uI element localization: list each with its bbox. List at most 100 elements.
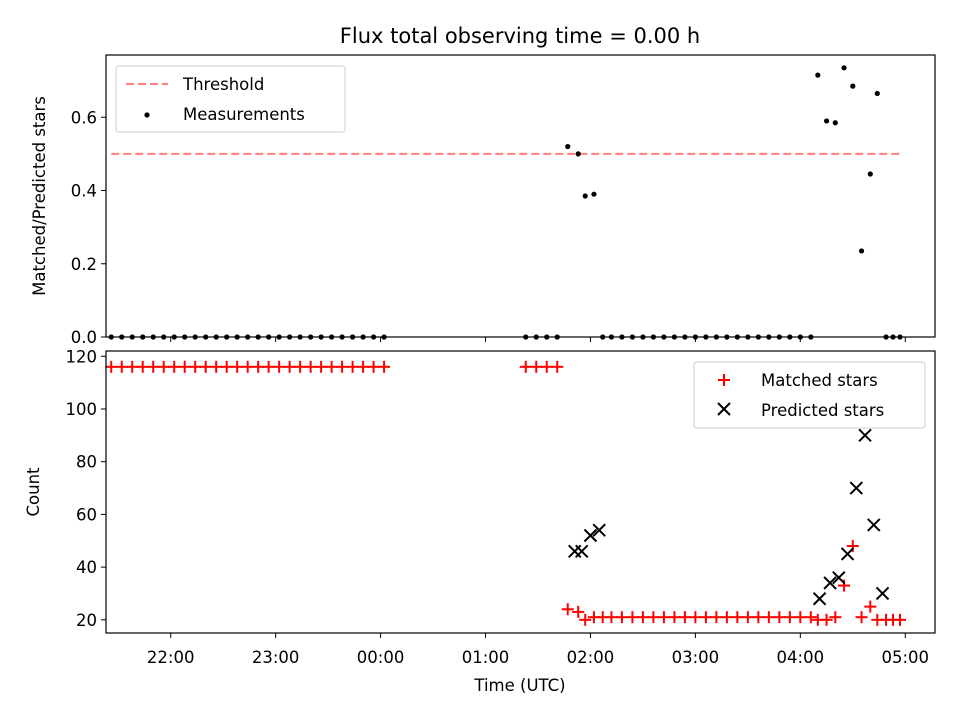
matched-stars-point <box>561 603 574 616</box>
matched-stars-point <box>773 611 786 624</box>
bottom-x-tick-label: 01:00 <box>462 648 510 667</box>
legend-matched-label: Matched stars <box>761 371 878 390</box>
matched-stars-point <box>678 611 691 624</box>
matched-stars-point <box>336 360 349 373</box>
matched-stars-point <box>199 360 212 373</box>
matched-stars-point <box>689 611 702 624</box>
bottom-x-tick-label: 02:00 <box>567 648 615 667</box>
matched-stars-point <box>178 360 191 373</box>
matched-stars-point <box>530 360 543 373</box>
matched-stars-point <box>115 360 128 373</box>
matched-stars-point <box>752 611 765 624</box>
legend-measurements-label: Measurements <box>183 105 305 124</box>
matched-stars-point <box>710 611 723 624</box>
top-axes-frame <box>105 54 936 338</box>
measurement-point <box>850 83 856 89</box>
matched-stars-point <box>605 611 618 624</box>
top-y-tick-label: 0.4 <box>71 182 97 201</box>
bottom-y-tick-label: 20 <box>76 611 97 630</box>
measurement-point <box>591 191 597 197</box>
predicted-stars-point <box>832 570 846 585</box>
top-legend-box <box>115 65 346 133</box>
matched-stars-point <box>136 360 149 373</box>
matched-stars-point <box>346 360 359 373</box>
matched-stars-point <box>615 611 628 624</box>
bottom-x-tick-label: 22:00 <box>147 648 195 667</box>
matched-stars-point <box>315 360 328 373</box>
bottom-y-tick-label: 100 <box>66 400 98 419</box>
measurement-point <box>815 72 821 78</box>
top-y-axis-label: Matched/Predicted stars <box>30 96 49 296</box>
legend-matched-swatch <box>718 374 730 386</box>
legend-predicted-swatch <box>717 402 731 416</box>
matched-stars-point <box>783 611 796 624</box>
predicted-stars-point <box>875 586 890 601</box>
bottom-x-tick-label: 23:00 <box>252 648 300 667</box>
top-panel: 0.0 0.2 0.4 0.6 Matched/Predicted stars Thr… <box>30 54 936 347</box>
matched-stars-point <box>540 360 553 373</box>
matched-stars-point <box>864 600 877 613</box>
matched-stars-point <box>668 611 681 624</box>
matched-stars-point <box>794 611 807 624</box>
predicted-stars-point <box>867 518 881 532</box>
predicted-stars-point <box>849 481 864 495</box>
matched-stars-point <box>829 611 842 624</box>
bottom-legend-box <box>693 361 926 429</box>
matched-stars-point <box>894 613 907 626</box>
top-legend: Threshold Measurements <box>115 65 346 133</box>
bottom-panel: 20 40 60 80 100 120 22:00 23:00 00:00 01:00 02:00… <box>24 347 936 695</box>
matched-stars-point <box>846 540 859 553</box>
top-y-tick-label: 0.2 <box>71 255 97 274</box>
legend-predicted-label: Predicted stars <box>761 401 884 420</box>
bottom-legend: Matched stars Predicted stars <box>693 361 926 429</box>
measurement-point <box>582 193 588 199</box>
matched-stars-point <box>283 360 296 373</box>
predicted-stars-point <box>823 576 837 590</box>
predicted-stars-point <box>592 523 606 537</box>
bottom-y-tick-label: 60 <box>76 505 97 524</box>
matched-stars-point <box>357 360 370 373</box>
matched-stars-point <box>720 611 733 624</box>
matched-stars-point <box>241 360 254 373</box>
matched-stars-point <box>273 360 286 373</box>
matched-stars-point <box>367 360 380 373</box>
matched-stars-point <box>126 360 139 373</box>
legend-threshold-label: Threshold <box>182 75 264 94</box>
matched-stars-point <box>636 611 649 624</box>
matched-stars-point <box>762 611 775 624</box>
matched-stars-point <box>579 613 592 626</box>
bottom-y-tick-label: 80 <box>76 453 97 472</box>
bottom-marks <box>105 360 907 626</box>
bottom-x-tick-label: 03:00 <box>672 648 720 667</box>
matched-stars-point <box>262 360 275 373</box>
legend-measurements-swatch <box>144 112 150 118</box>
matched-stars-point <box>294 360 307 373</box>
bottom-x-tick-label: 04:00 <box>777 648 825 667</box>
matched-stars-point <box>325 360 338 373</box>
matched-stars-point <box>378 360 391 373</box>
top-y-ticks: 0.0 0.2 0.4 0.6 <box>71 108 106 347</box>
measurement-point <box>867 171 873 177</box>
matched-stars-point <box>572 605 585 618</box>
matched-stars-point <box>210 360 223 373</box>
matched-stars-point <box>699 611 712 624</box>
top-x-ticks <box>170 337 906 342</box>
matched-stars-point <box>855 611 868 624</box>
matched-stars-point <box>220 360 233 373</box>
predicted-stars-point <box>575 544 589 559</box>
measurement-point <box>832 120 838 126</box>
matched-stars-point <box>147 360 160 373</box>
top-chart-title: Flux total observing time = 0.00 h <box>340 24 700 48</box>
matched-stars-point <box>304 360 317 373</box>
bottom-y-axis-label: Count <box>24 467 43 517</box>
matched-stars-point <box>105 360 118 373</box>
top-y-tick-label: 0.6 <box>71 108 97 127</box>
bottom-y-ticks: 20 40 60 80 100 120 <box>66 347 106 630</box>
measurement-point <box>823 118 830 124</box>
matched-stars-point <box>157 360 170 373</box>
predicted-stars-point <box>840 547 855 561</box>
matched-stars-point <box>741 611 754 624</box>
bottom-x-tick-label: 05:00 <box>881 648 929 667</box>
matched-stars-point <box>731 611 744 624</box>
